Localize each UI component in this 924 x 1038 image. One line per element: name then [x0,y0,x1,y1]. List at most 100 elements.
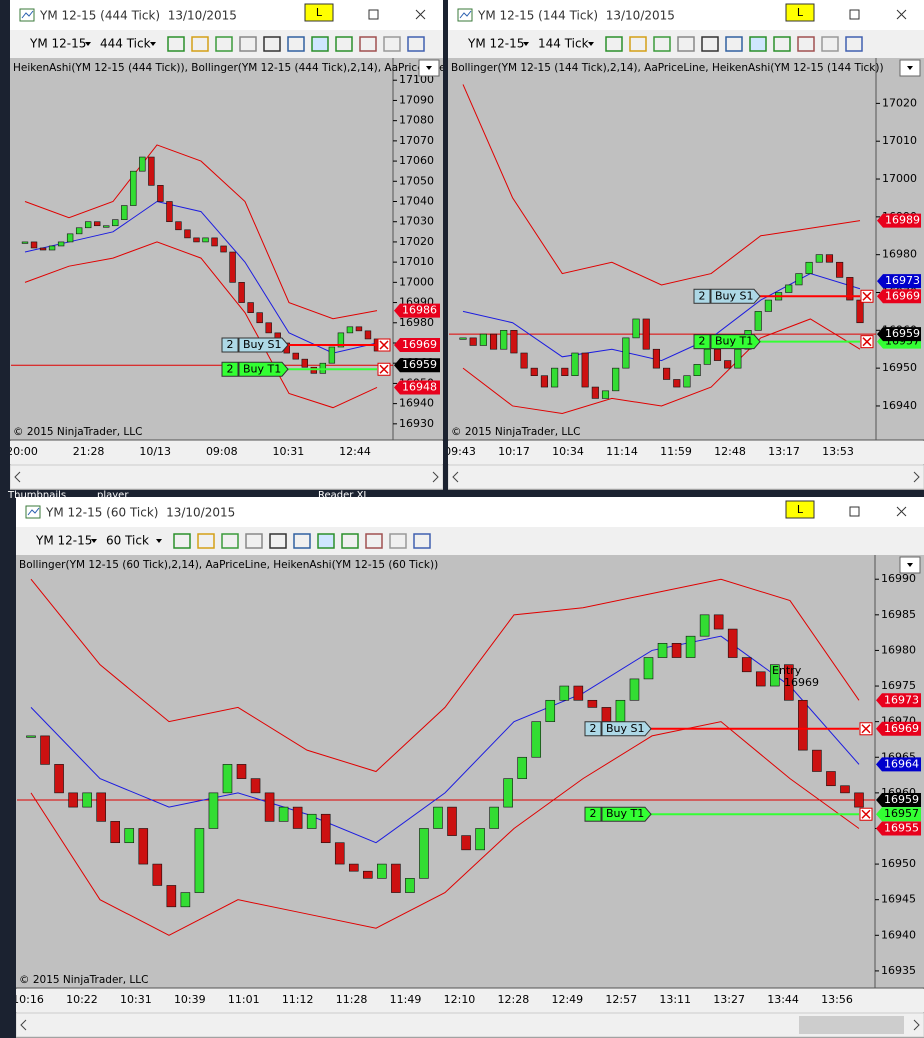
axis-menu-arrow[interactable] [426,66,432,70]
order-qty-box[interactable] [693,288,711,304]
toolbar-button[interactable] [173,533,191,549]
toolbar-button[interactable] [407,36,425,52]
toolbar-button[interactable] [269,533,287,549]
scrollbar[interactable] [10,464,443,490]
scrollbar[interactable] [448,464,924,490]
order-label[interactable]: Buy T1 [606,807,644,820]
order-qty-box[interactable] [221,337,239,353]
order-label-box[interactable] [238,361,289,377]
instrument-dropdown[interactable] [91,539,97,543]
desktop-icon-label[interactable]: Thumbnails [7,490,66,501]
order-label[interactable]: Buy S1 [243,338,282,351]
order-label[interactable]: Buy T1 [243,362,281,375]
close-button[interactable] [896,9,907,20]
toolbar-button[interactable] [773,36,791,52]
cancel-order-glyph[interactable] [379,340,389,350]
toolbar-button[interactable] [263,36,281,52]
axis-menu-arrow[interactable] [907,563,913,567]
toolbar-button[interactable] [221,533,239,549]
link-badge[interactable] [785,500,815,519]
instrument-dropdown[interactable] [523,42,529,46]
order-qty-box[interactable] [584,806,602,822]
instrument-selector[interactable]: YM 12-15 [29,37,86,51]
order-label[interactable]: Buy S1 [606,722,645,735]
toolbar-button[interactable] [383,36,401,52]
cancel-order-glyph[interactable] [862,337,872,347]
toolbar-button[interactable] [413,533,431,549]
toolbar-button[interactable] [797,36,815,52]
maximize-button[interactable] [368,9,379,20]
toolbar-button[interactable] [311,36,329,52]
order-label-box[interactable] [710,334,761,350]
link-badge[interactable] [785,3,815,22]
scrollbar[interactable] [16,1012,924,1038]
scroll-right[interactable] [432,471,439,483]
close-button[interactable] [896,506,907,517]
interval-dropdown[interactable] [150,42,156,46]
link-badge[interactable] [304,3,334,22]
toolbar-button[interactable] [341,533,359,549]
cancel-order-glyph[interactable] [861,724,871,734]
order-qty[interactable]: 2 [227,362,234,375]
axis-menu-arrow[interactable] [907,66,913,70]
toolbar-button[interactable] [653,36,671,52]
interval-selector[interactable]: 144 Tick [538,37,589,51]
cancel-order-glyph[interactable] [862,291,872,301]
toolbar-button[interactable] [245,533,263,549]
order-qty[interactable]: 2 [227,338,234,351]
toolbar-button[interactable] [701,36,719,52]
desktop-icon-label[interactable]: player [97,490,129,501]
instrument-selector[interactable]: YM 12-15 [35,534,92,548]
cancel-order-glyph[interactable] [861,809,871,819]
link-badge-label[interactable]: L [797,503,804,516]
scroll-left[interactable] [14,471,21,483]
interval-selector[interactable]: 444 Tick [100,37,151,51]
close-button[interactable] [415,9,426,20]
toolbar-button[interactable] [725,36,743,52]
toolbar-button[interactable] [167,36,185,52]
order-qty[interactable]: 2 [699,335,706,348]
order-qty[interactable]: 2 [699,289,706,302]
order-label-box[interactable] [601,721,652,737]
order-label[interactable]: Buy T1 [715,335,753,348]
scroll-thumb[interactable] [799,1016,904,1034]
order-qty-box[interactable] [584,721,602,737]
order-label-box[interactable] [710,288,761,304]
order-qty-box[interactable] [693,334,711,350]
scroll-left[interactable] [452,471,459,483]
scroll-left[interactable] [20,1019,27,1031]
toolbar-button[interactable] [845,36,863,52]
interval-selector[interactable]: 60 Tick [106,534,149,548]
toolbar-button[interactable] [605,36,623,52]
instrument-selector[interactable]: YM 12-15 [467,37,524,51]
link-badge-label[interactable]: L [316,6,323,19]
maximize-button[interactable] [849,506,860,517]
toolbar-button[interactable] [365,533,383,549]
toolbar-button[interactable] [629,36,647,52]
toolbar-button[interactable] [191,36,209,52]
toolbar-button[interactable] [287,36,305,52]
toolbar-button[interactable] [335,36,353,52]
interval-dropdown[interactable] [156,539,162,543]
toolbar-button[interactable] [677,36,695,52]
link-badge-label[interactable]: L [797,6,804,19]
desktop-icon-label[interactable]: Reader XI [318,490,366,501]
toolbar-button[interactable] [317,533,335,549]
toolbar-button[interactable] [389,533,407,549]
order-label[interactable]: Buy S1 [715,289,754,302]
toolbar-button[interactable] [749,36,767,52]
order-qty-box[interactable] [221,361,239,377]
toolbar-button[interactable] [293,533,311,549]
cancel-order-glyph[interactable] [379,364,389,374]
toolbar-button[interactable] [215,36,233,52]
instrument-dropdown[interactable] [85,42,91,46]
order-label-box[interactable] [238,337,289,353]
order-label-box[interactable] [601,806,652,822]
scroll-right[interactable] [913,471,920,483]
toolbar-button[interactable] [239,36,257,52]
scroll-right[interactable] [913,1019,920,1031]
interval-dropdown[interactable] [588,42,594,46]
maximize-button[interactable] [849,9,860,20]
toolbar-button[interactable] [359,36,377,52]
toolbar-button[interactable] [821,36,839,52]
